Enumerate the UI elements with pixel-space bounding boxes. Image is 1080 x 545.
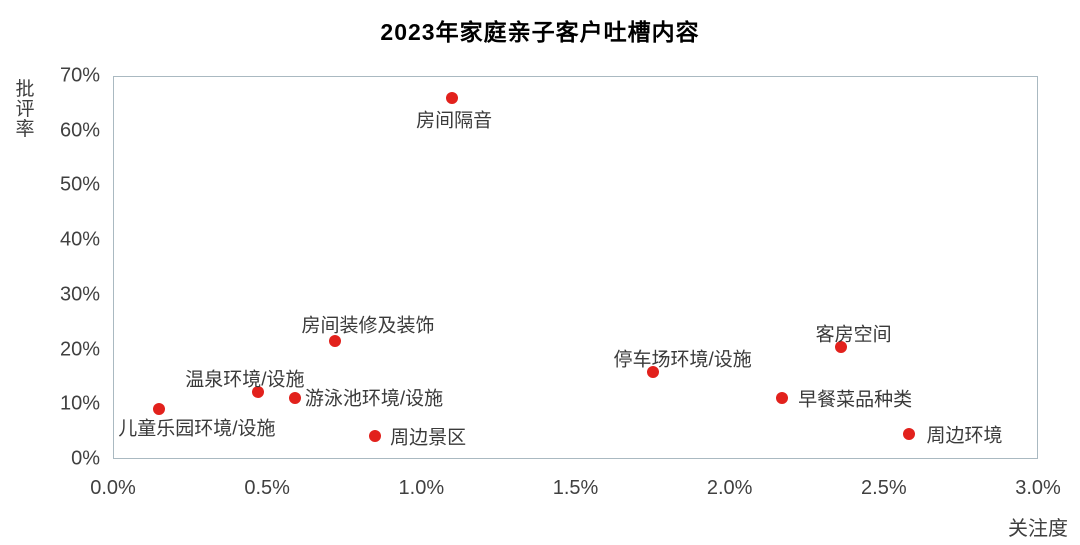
x-tick-label: 0.0%	[90, 477, 136, 499]
y-tick-label: 50%	[59, 173, 100, 196]
data-point-label: 儿童乐园环境/设施	[118, 418, 276, 440]
data-point	[288, 391, 301, 404]
data-point	[776, 392, 789, 405]
x-tick-label: 2.5%	[861, 477, 907, 499]
data-point	[153, 402, 166, 415]
data-point-label: 房间隔音	[416, 110, 493, 132]
y-tick-label: 10%	[59, 392, 100, 415]
data-point	[646, 366, 659, 378]
data-point	[834, 340, 847, 353]
x-tick-label: 1.5%	[552, 477, 599, 499]
data-point-label: 温泉环境/设施	[185, 369, 305, 391]
data-point-label: 客房空间	[815, 324, 892, 346]
x-tick-label: 0.5%	[244, 477, 290, 499]
chart-title: 2023年家庭亲子客户吐槽内容	[380, 19, 700, 45]
x-tick-label: 3.0%	[1015, 477, 1061, 499]
y-axis-title: 批评率	[15, 79, 35, 140]
data-point-label: 房间装修及装饰	[301, 315, 435, 337]
data-point	[446, 91, 459, 104]
data-point	[902, 427, 915, 440]
x-axis-title: 关注度	[1008, 518, 1068, 540]
y-tick-label: 0%	[71, 447, 100, 470]
data-point-label: 周边景区	[390, 427, 467, 449]
y-tick-label: 70%	[59, 64, 100, 87]
data-point-label: 停车场环境/设施	[613, 349, 752, 371]
x-tick-label: 1.0%	[398, 477, 445, 499]
data-point-label: 游泳池环境/设施	[304, 388, 444, 410]
data-point-label: 周边环境	[926, 425, 1003, 447]
data-point-label: 早餐菜品种类	[798, 389, 913, 411]
data-point	[329, 334, 341, 347]
data-point	[369, 430, 382, 443]
plot-area	[113, 76, 1038, 459]
data-point	[251, 385, 264, 398]
y-tick-label: 30%	[59, 283, 100, 306]
x-tick-label: 2.0%	[706, 477, 753, 499]
y-tick-label: 40%	[59, 228, 100, 251]
y-tick-label: 20%	[59, 338, 100, 361]
y-tick-label: 60%	[59, 119, 100, 142]
